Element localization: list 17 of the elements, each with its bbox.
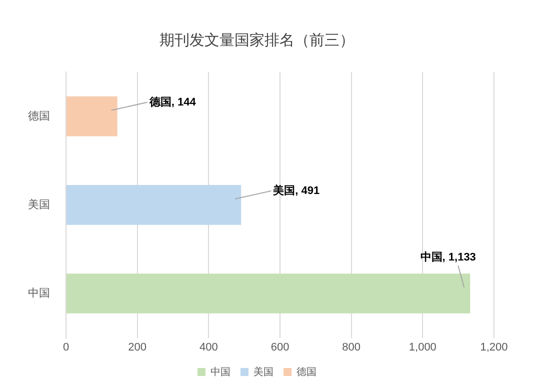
y-tick-label: 中国 — [28, 286, 50, 300]
chart-title: 期刊发文量国家排名（前三） — [160, 32, 354, 50]
x-tick-label: 1,200 — [480, 341, 508, 354]
y-tick-label: 德国 — [28, 110, 50, 122]
x-tick-label: 0 — [62, 341, 70, 354]
x-tick-label: 1,000 — [408, 341, 436, 354]
legend-label: 德国 — [296, 366, 316, 378]
y-tick-label: 美国 — [28, 198, 50, 211]
x-tick-label: 600 — [270, 341, 290, 354]
legend-label: 美国 — [254, 366, 274, 378]
x-tick-label: 400 — [199, 341, 218, 354]
x-tick-label: 800 — [342, 341, 361, 354]
x-tick-label: 200 — [128, 341, 147, 354]
legend-label: 中国 — [210, 366, 230, 378]
data-label: 美国, 491 — [272, 184, 320, 197]
data-label: 德国, 144 — [148, 95, 197, 108]
data-label: 中国, 1,133 — [420, 250, 476, 264]
